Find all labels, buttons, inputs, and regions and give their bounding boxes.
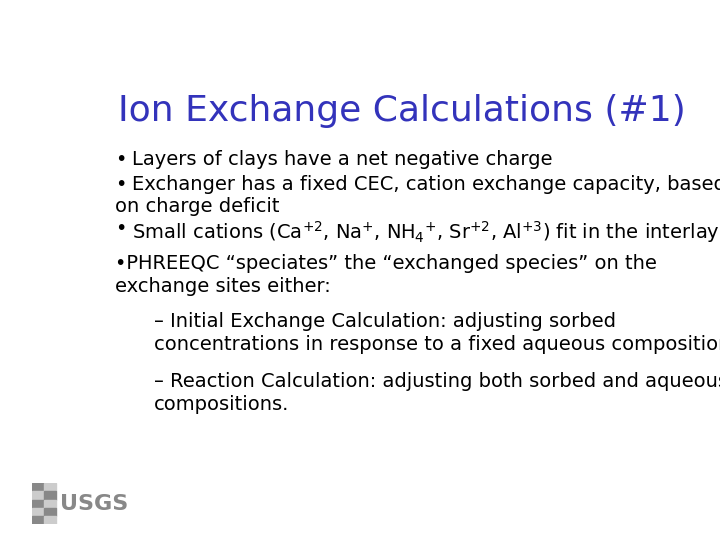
Bar [45, 491, 56, 500]
Text: •: • [115, 175, 127, 194]
Bar [32, 483, 45, 491]
Text: Small cations (Ca$^{+2}$, Na$^{+}$, NH$_{4}$$^{+}$, Sr$^{+2}$, Al$^{+3}$) fit in: Small cations (Ca$^{+2}$, Na$^{+}$, NH$_… [132, 219, 720, 245]
Text: •PHREEQC “speciates” the “exchanged species” on the: •PHREEQC “speciates” the “exchanged spec… [115, 254, 657, 273]
Text: •: • [115, 219, 127, 239]
Text: Ion Exchange Calculations (#1): Ion Exchange Calculations (#1) [118, 94, 685, 128]
Bar [32, 491, 45, 500]
Bar [45, 508, 56, 516]
Bar [45, 516, 56, 524]
Text: Exchanger has a fixed CEC, cation exchange capacity, based: Exchanger has a fixed CEC, cation exchan… [132, 175, 720, 194]
Bar [32, 516, 45, 524]
Bar [45, 500, 56, 508]
Text: – Initial Exchange Calculation: adjusting sorbed: – Initial Exchange Calculation: adjustin… [154, 312, 616, 331]
Bar [32, 500, 45, 508]
Text: exchange sites either:: exchange sites either: [115, 277, 331, 296]
Bar [45, 483, 56, 491]
Text: compositions.: compositions. [154, 395, 289, 414]
Bar [32, 508, 45, 516]
Text: Layers of clays have a net negative charge: Layers of clays have a net negative char… [132, 150, 552, 169]
Text: concentrations in response to a fixed aqueous composition: concentrations in response to a fixed aq… [154, 335, 720, 354]
Text: USGS: USGS [60, 494, 128, 514]
Text: •: • [115, 150, 127, 169]
Text: – Reaction Calculation: adjusting both sorbed and aqueous: – Reaction Calculation: adjusting both s… [154, 372, 720, 390]
Text: on charge deficit: on charge deficit [115, 197, 279, 216]
